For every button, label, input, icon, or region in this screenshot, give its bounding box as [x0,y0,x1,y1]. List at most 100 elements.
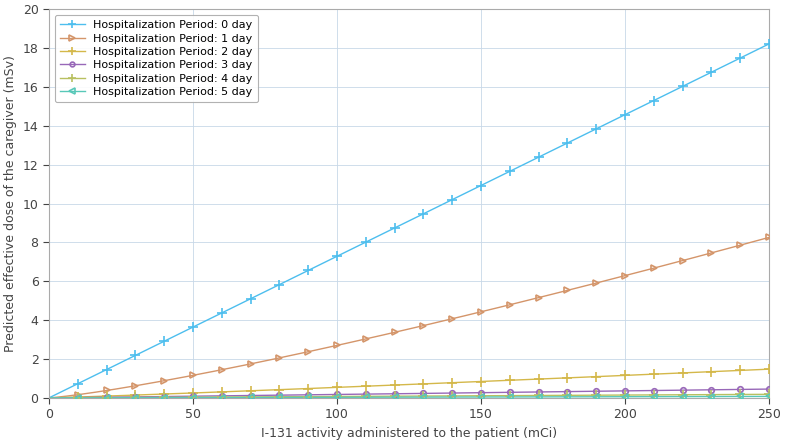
Hospitalization Period: 4 day: (70, 0.0495): 4 day: (70, 0.0495) [246,394,255,400]
Hospitalization Period: 3 day: (230, 0.415): 3 day: (230, 0.415) [706,387,716,392]
Hospitalization Period: 3 day: (130, 0.229): 3 day: (130, 0.229) [418,391,428,396]
Hospitalization Period: 1 day: (220, 7.06): 1 day: (220, 7.06) [677,258,687,263]
Hospitalization Period: 1 day: (20, 0.379): 1 day: (20, 0.379) [102,388,111,393]
Y-axis label: Predicted effective dose of the caregiver (mSv): Predicted effective dose of the caregive… [4,55,17,352]
Hospitalization Period: 3 day: (150, 0.266): 3 day: (150, 0.266) [476,390,486,395]
Hospitalization Period: 4 day: (210, 0.152): 4 day: (210, 0.152) [649,392,659,397]
Hospitalization Period: 1 day: (10, 0.163): 1 day: (10, 0.163) [73,392,82,397]
Line: Hospitalization Period: 0 day: Hospitalization Period: 0 day [73,39,774,388]
Hospitalization Period: 0 day: (20, 1.46): 0 day: (20, 1.46) [102,367,111,372]
Hospitalization Period: 5 day: (100, 0.0293): 5 day: (100, 0.0293) [332,395,341,400]
Hospitalization Period: 4 day: (20, 0.0138): 4 day: (20, 0.0138) [102,395,111,400]
Hospitalization Period: 2 day: (200, 1.16): 2 day: (200, 1.16) [620,373,630,378]
Hospitalization Period: 4 day: (240, 0.174): 4 day: (240, 0.174) [736,392,745,397]
Hospitalization Period: 4 day: (150, 0.108): 4 day: (150, 0.108) [476,393,486,398]
Hospitalization Period: 0 day: (110, 8.01): 0 day: (110, 8.01) [361,239,371,245]
Hospitalization Period: 5 day: (180, 0.0531): 5 day: (180, 0.0531) [563,394,572,400]
Hospitalization Period: 2 day: (70, 0.364): 2 day: (70, 0.364) [246,388,255,393]
Hospitalization Period: 2 day: (140, 0.78): 2 day: (140, 0.78) [447,380,457,385]
Hospitalization Period: 5 day: (120, 0.0352): 5 day: (120, 0.0352) [390,395,400,400]
Hospitalization Period: 5 day: (50, 0.0146): 5 day: (50, 0.0146) [188,395,198,400]
Hospitalization Period: 4 day: (140, 0.1): 4 day: (140, 0.1) [447,393,457,399]
Hospitalization Period: 0 day: (80, 5.83): 0 day: (80, 5.83) [275,282,284,287]
Hospitalization Period: 3 day: (190, 0.34): 3 day: (190, 0.34) [591,388,601,394]
Hospitalization Period: 5 day: (40, 0.0116): 5 day: (40, 0.0116) [159,395,169,400]
Hospitalization Period: 0 day: (30, 2.19): 0 day: (30, 2.19) [130,353,140,358]
Hospitalization Period: 2 day: (30, 0.143): 2 day: (30, 0.143) [130,392,140,398]
Hospitalization Period: 5 day: (240, 0.071): 5 day: (240, 0.071) [736,394,745,399]
Hospitalization Period: 2 day: (180, 1.03): 2 day: (180, 1.03) [563,375,572,381]
Hospitalization Period: 2 day: (100, 0.539): 2 day: (100, 0.539) [332,385,341,390]
Line: Hospitalization Period: 3 day: Hospitalization Period: 3 day [75,386,772,400]
Hospitalization Period: 0 day: (120, 8.74): 0 day: (120, 8.74) [390,225,400,230]
Legend: Hospitalization Period: 0 day, Hospitalization Period: 1 day, Hospitalization Pe: Hospitalization Period: 0 day, Hospitali… [55,15,258,103]
Hospitalization Period: 0 day: (220, 16): 0 day: (220, 16) [677,84,687,89]
Hospitalization Period: 4 day: (250, 0.181): 4 day: (250, 0.181) [764,392,773,397]
Hospitalization Period: 1 day: (170, 5.16): 1 day: (170, 5.16) [534,295,543,300]
Hospitalization Period: 3 day: (90, 0.156): 3 day: (90, 0.156) [304,392,313,397]
Hospitalization Period: 4 day: (80, 0.0568): 4 day: (80, 0.0568) [275,394,284,400]
Hospitalization Period: 2 day: (230, 1.35): 2 day: (230, 1.35) [706,369,716,374]
Hospitalization Period: 3 day: (100, 0.174): 3 day: (100, 0.174) [332,392,341,397]
Hospitalization Period: 4 day: (130, 0.0931): 4 day: (130, 0.0931) [418,393,428,399]
Hospitalization Period: 2 day: (160, 0.904): 2 day: (160, 0.904) [505,378,514,383]
Hospitalization Period: 4 day: (100, 0.0713): 4 day: (100, 0.0713) [332,394,341,399]
Hospitalization Period: 2 day: (60, 0.307): 2 day: (60, 0.307) [217,389,227,395]
Hospitalization Period: 5 day: (170, 0.0501): 5 day: (170, 0.0501) [534,394,543,400]
Hospitalization Period: 0 day: (240, 17.5): 0 day: (240, 17.5) [736,56,745,61]
Hospitalization Period: 2 day: (220, 1.28): 2 day: (220, 1.28) [677,370,687,376]
Hospitalization Period: 2 day: (20, 0.0918): 2 day: (20, 0.0918) [102,393,111,399]
Hospitalization Period: 1 day: (60, 1.45): 1 day: (60, 1.45) [217,367,227,373]
Hospitalization Period: 2 day: (130, 0.719): 2 day: (130, 0.719) [418,381,428,387]
Hospitalization Period: 5 day: (110, 0.0323): 5 day: (110, 0.0323) [361,395,371,400]
Hospitalization Period: 1 day: (250, 8.25): 1 day: (250, 8.25) [764,235,773,240]
Hospitalization Period: 0 day: (210, 15.3): 0 day: (210, 15.3) [649,98,659,103]
X-axis label: I-131 activity administered to the patient (mCi): I-131 activity administered to the patie… [261,427,557,440]
Hospitalization Period: 4 day: (220, 0.159): 4 day: (220, 0.159) [677,392,687,397]
Hospitalization Period: 0 day: (60, 4.37): 0 day: (60, 4.37) [217,310,227,316]
Hospitalization Period: 0 day: (140, 10.2): 0 day: (140, 10.2) [447,197,457,202]
Hospitalization Period: 4 day: (40, 0.028): 4 day: (40, 0.028) [159,395,169,400]
Hospitalization Period: 2 day: (110, 0.598): 2 day: (110, 0.598) [361,384,371,389]
Hospitalization Period: 1 day: (190, 5.91): 1 day: (190, 5.91) [591,281,601,286]
Hospitalization Period: 4 day: (110, 0.0785): 4 day: (110, 0.0785) [361,394,371,399]
Hospitalization Period: 5 day: (220, 0.065): 5 day: (220, 0.065) [677,394,687,399]
Hospitalization Period: 3 day: (110, 0.192): 3 day: (110, 0.192) [361,392,371,397]
Hospitalization Period: 2 day: (210, 1.22): 2 day: (210, 1.22) [649,372,659,377]
Hospitalization Period: 3 day: (70, 0.12): 3 day: (70, 0.12) [246,393,255,398]
Hospitalization Period: 1 day: (180, 5.53): 1 day: (180, 5.53) [563,288,572,293]
Hospitalization Period: 4 day: (180, 0.13): 4 day: (180, 0.13) [563,392,572,398]
Hospitalization Period: 2 day: (170, 0.966): 2 day: (170, 0.966) [534,377,543,382]
Hospitalization Period: 4 day: (160, 0.115): 4 day: (160, 0.115) [505,393,514,398]
Line: Hospitalization Period: 5 day: Hospitalization Period: 5 day [75,393,772,401]
Hospitalization Period: 2 day: (190, 1.09): 2 day: (190, 1.09) [591,374,601,379]
Hospitalization Period: 5 day: (210, 0.062): 5 day: (210, 0.062) [649,394,659,399]
Hospitalization Period: 0 day: (170, 12.4): 0 day: (170, 12.4) [534,155,543,160]
Hospitalization Period: 5 day: (60, 0.0175): 5 day: (60, 0.0175) [217,395,227,400]
Hospitalization Period: 5 day: (150, 0.0442): 5 day: (150, 0.0442) [476,394,486,400]
Hospitalization Period: 1 day: (230, 7.46): 1 day: (230, 7.46) [706,250,716,256]
Hospitalization Period: 2 day: (150, 0.842): 2 day: (150, 0.842) [476,379,486,384]
Hospitalization Period: 1 day: (160, 4.79): 1 day: (160, 4.79) [505,302,514,307]
Hospitalization Period: 3 day: (200, 0.358): 3 day: (200, 0.358) [620,388,630,393]
Hospitalization Period: 3 day: (80, 0.138): 3 day: (80, 0.138) [275,392,284,398]
Hospitalization Period: 4 day: (50, 0.0351): 4 day: (50, 0.0351) [188,395,198,400]
Hospitalization Period: 2 day: (90, 0.48): 2 day: (90, 0.48) [304,386,313,391]
Hospitalization Period: 4 day: (90, 0.064): 4 day: (90, 0.064) [304,394,313,399]
Hospitalization Period: 1 day: (90, 2.37): 1 day: (90, 2.37) [304,349,313,354]
Hospitalization Period: 3 day: (220, 0.396): 3 day: (220, 0.396) [677,388,687,393]
Hospitalization Period: 2 day: (80, 0.422): 2 day: (80, 0.422) [275,387,284,392]
Hospitalization Period: 3 day: (170, 0.303): 3 day: (170, 0.303) [534,389,543,395]
Hospitalization Period: 0 day: (200, 14.6): 0 day: (200, 14.6) [620,112,630,117]
Hospitalization Period: 1 day: (50, 1.16): 1 day: (50, 1.16) [188,373,198,378]
Hospitalization Period: 1 day: (70, 1.75): 1 day: (70, 1.75) [246,361,255,367]
Hospitalization Period: 5 day: (130, 0.0382): 5 day: (130, 0.0382) [418,394,428,400]
Hospitalization Period: 3 day: (60, 0.102): 3 day: (60, 0.102) [217,393,227,399]
Hospitalization Period: 0 day: (10, 0.728): 0 day: (10, 0.728) [73,381,82,386]
Hospitalization Period: 4 day: (170, 0.122): 4 day: (170, 0.122) [534,393,543,398]
Hospitalization Period: 0 day: (150, 10.9): 0 day: (150, 10.9) [476,183,486,188]
Hospitalization Period: 3 day: (40, 0.0672): 3 day: (40, 0.0672) [159,394,169,399]
Hospitalization Period: 1 day: (40, 0.883): 1 day: (40, 0.883) [159,378,169,383]
Line: Hospitalization Period: 1 day: Hospitalization Period: 1 day [75,234,772,398]
Hospitalization Period: 4 day: (120, 0.0858): 4 day: (120, 0.0858) [390,393,400,399]
